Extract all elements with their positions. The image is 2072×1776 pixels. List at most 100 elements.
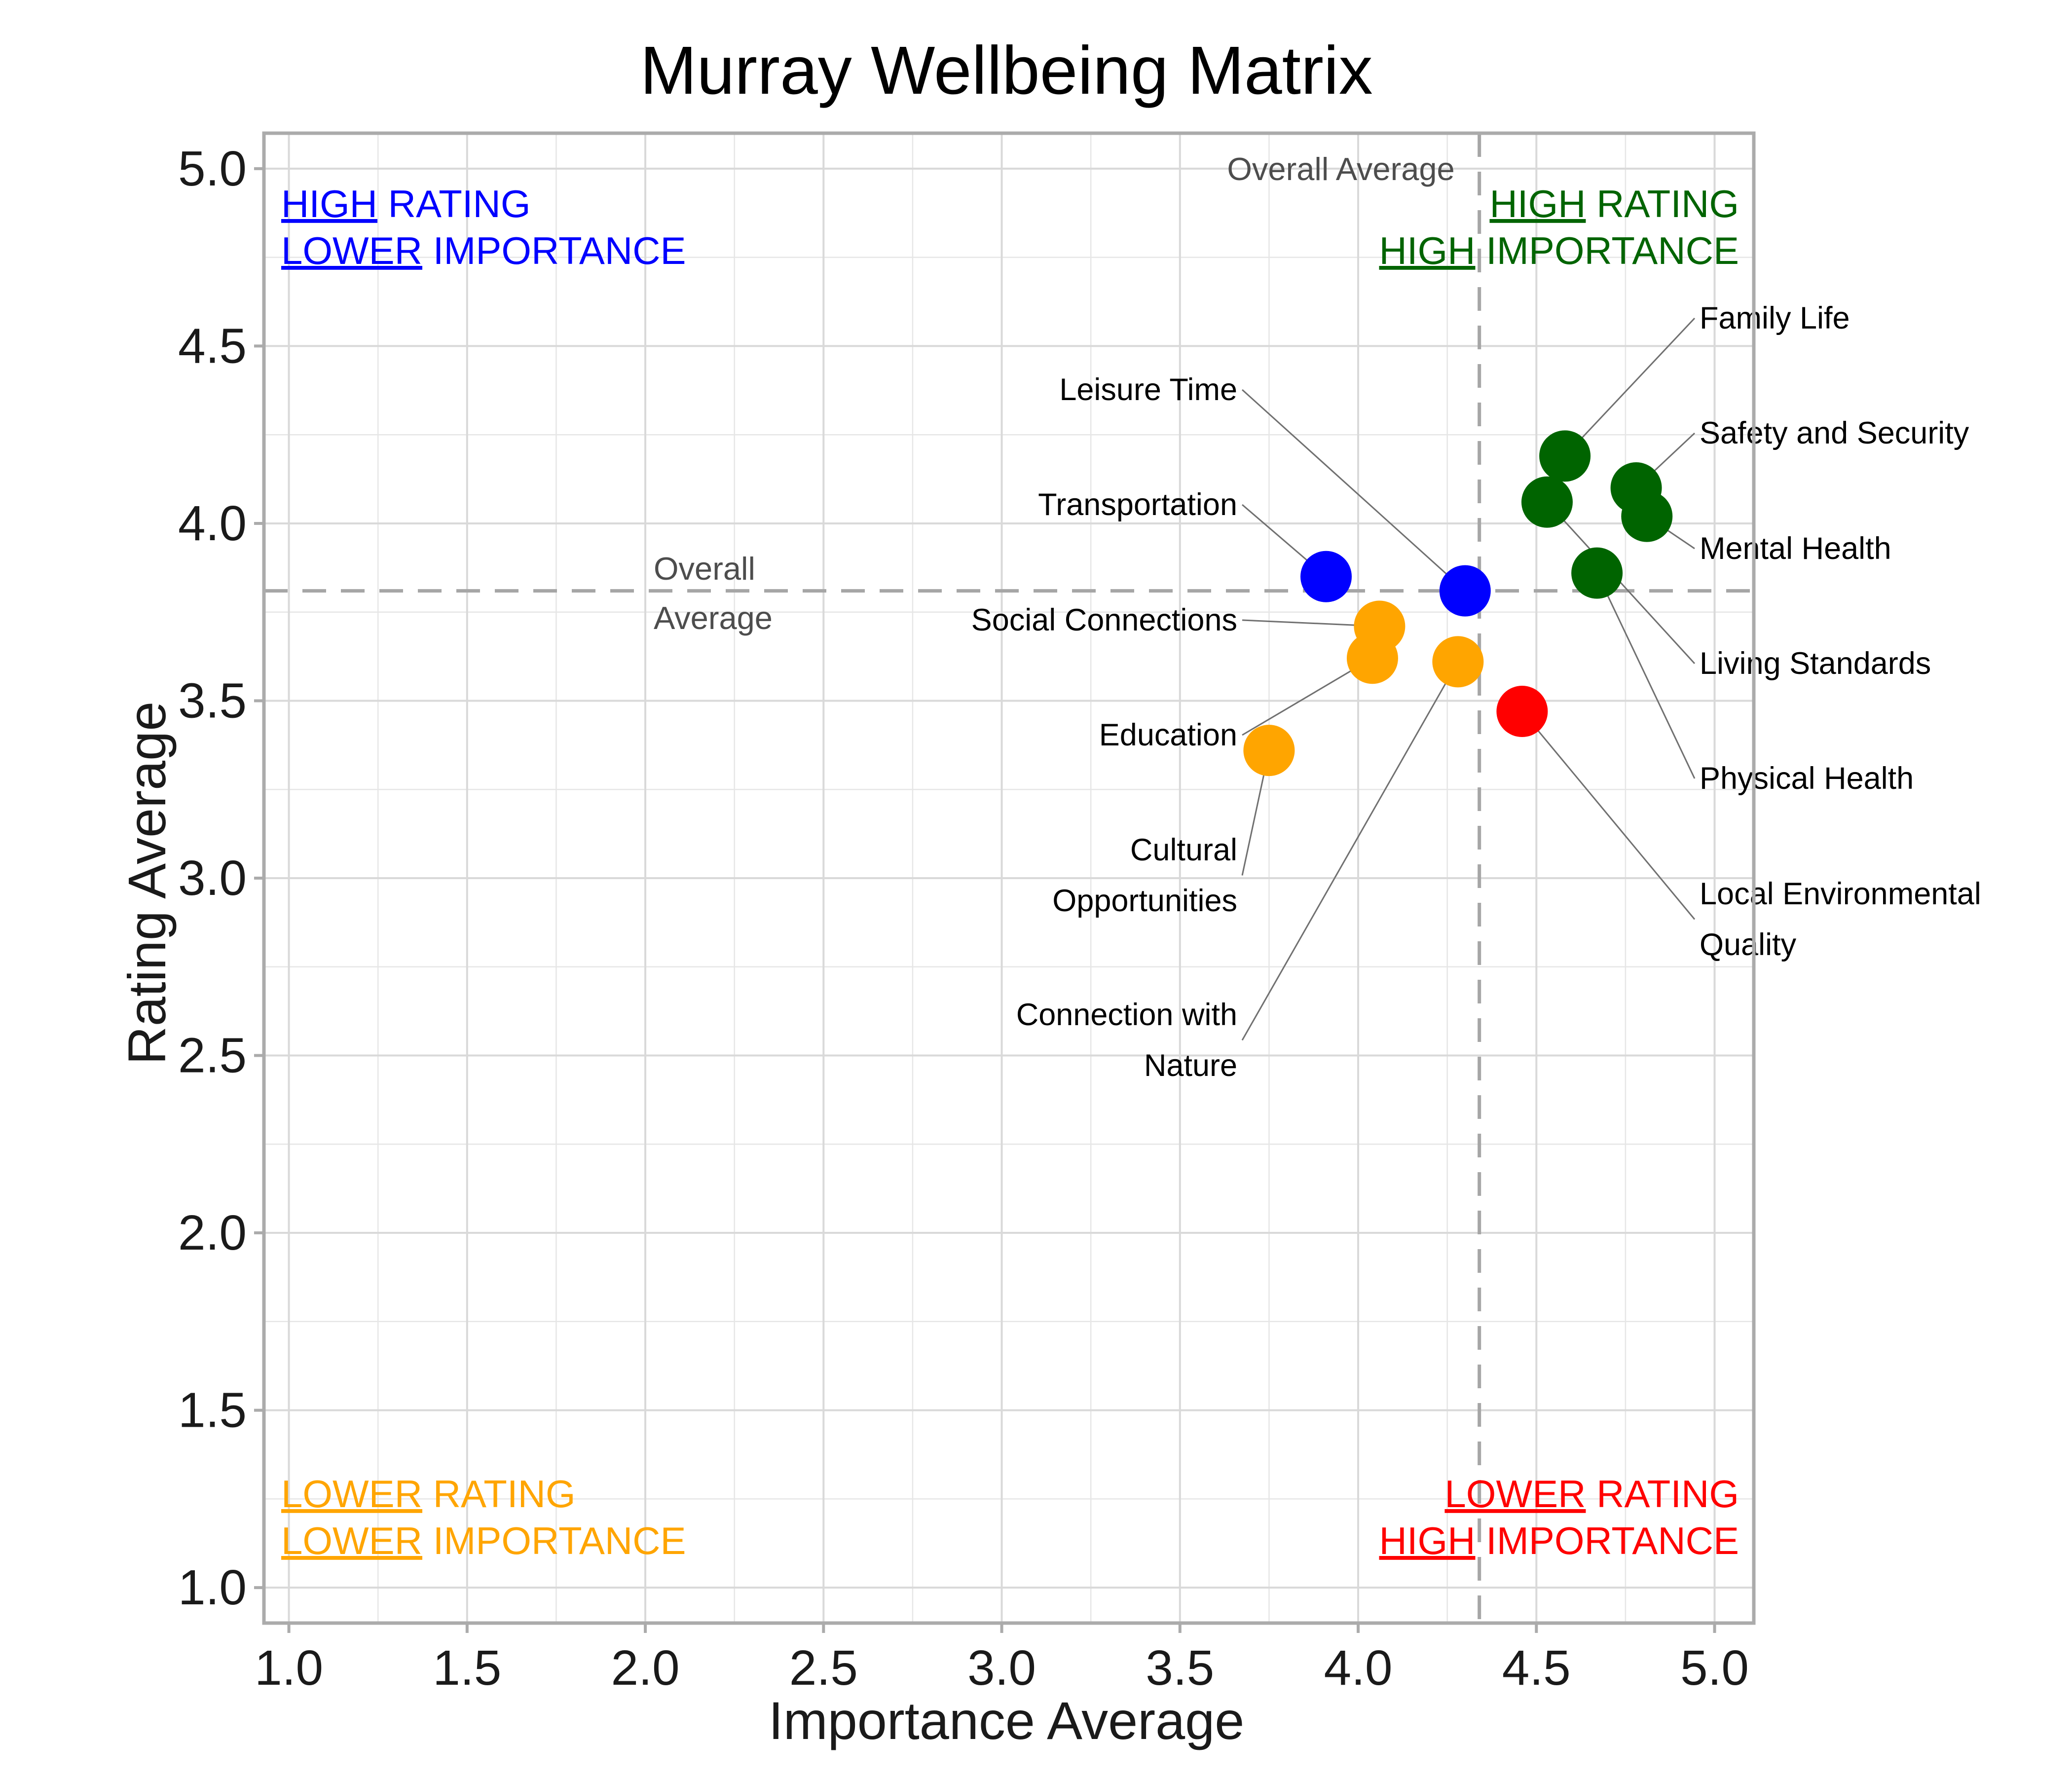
grid (264, 133, 1754, 1623)
x-tick-label: 4.0 (1324, 1640, 1393, 1696)
point-label: Social Connections (971, 603, 1237, 637)
vertical-average-label: Overall Average (1227, 151, 1454, 187)
label-leader-line (1241, 389, 1466, 592)
quadrant-emphasis-word: HIGH (1379, 229, 1476, 272)
x-tick-label: 2.5 (789, 1640, 858, 1696)
y-tick-label: 1.0 (178, 1560, 247, 1615)
point-label: Leisure Time (1059, 372, 1237, 407)
data-point (1539, 430, 1591, 482)
y-tick-label: 5.0 (178, 141, 247, 196)
point-label: Safety and Security (1700, 416, 1969, 450)
quadrant-emphasis-word: HIGH (1489, 182, 1586, 225)
quadrant-rest-text: RATING (1586, 1472, 1739, 1516)
y-tick-label: 4.5 (178, 318, 247, 373)
quadrant-emphasis-word: HIGH (1379, 1519, 1476, 1562)
data-point (1439, 565, 1491, 617)
quadrant-rest-text: RATING (377, 182, 531, 225)
point-label-line: Physical Health (1700, 761, 1914, 796)
data-point (1432, 636, 1484, 688)
label-leader-line (1564, 317, 1696, 457)
point-label-line: Education (1099, 718, 1237, 752)
quadrant-label-line: LOWER IMPORTANCE (281, 1519, 686, 1562)
horizontal-average-label: Average (654, 600, 773, 636)
point-label: Connection with Nature (1016, 998, 1237, 1083)
x-tick-label: 4.5 (1502, 1640, 1571, 1696)
quadrant-rest-text: IMPORTANCE (422, 1519, 686, 1562)
data-point (1571, 547, 1623, 599)
x-tick-label: 1.5 (433, 1640, 501, 1696)
point-label: Education (1099, 718, 1237, 752)
y-tick-label: 2.5 (178, 1028, 247, 1083)
quadrant-emphasis-word: HIGH (281, 182, 377, 225)
quadrant-label-line: HIGH IMPORTANCE (1379, 229, 1739, 272)
x-tick-label: 5.0 (1680, 1640, 1749, 1696)
point-label-line: Connection with (1016, 998, 1237, 1032)
quadrant-rest-text: IMPORTANCE (422, 229, 686, 272)
point-label-line: Family Life (1700, 301, 1850, 335)
point-label-line: Quality (1700, 927, 1797, 962)
data-points (1243, 430, 1673, 777)
x-axis-title: Importance Average (769, 1691, 1245, 1750)
average-lines: Overall Average Overall Average (264, 133, 1754, 1623)
point-labels: Family Life Safety and Security Mental Hea… (971, 301, 1981, 1083)
quadrant-label-line: HIGH RATING (281, 182, 531, 225)
quadrant-label-line: HIGH IMPORTANCE (1379, 1519, 1739, 1562)
label-leader-line (1241, 661, 1459, 1041)
x-tick-label: 1.0 (255, 1640, 323, 1696)
quadrant-emphasis-word: LOWER (281, 1519, 422, 1562)
quadrant-emphasis-word: LOWER (281, 229, 422, 272)
axes: 1.0 1.5 2.0 2.5 3.0 3.5 4.0 4.5 5.0 1.0 1.5 2.0 2.5 3… (178, 131, 1756, 1696)
quadrant-rest-text: RATING (422, 1472, 576, 1516)
label-leader-line (1596, 572, 1696, 779)
quadrant-emphasis-word: LOWER (1444, 1472, 1586, 1516)
label-leader-line (1546, 501, 1696, 665)
x-tick-label: 3.5 (1146, 1640, 1214, 1696)
y-tick-label: 3.5 (178, 673, 247, 728)
label-leader-line (1521, 711, 1696, 920)
y-tick-label: 1.5 (178, 1383, 247, 1438)
y-axis-title: Rating Average (117, 702, 177, 1065)
point-label: Living Standards (1700, 646, 1931, 681)
quadrant-label-line: LOWER RATING (1444, 1472, 1739, 1516)
point-label-line: Leisure Time (1059, 372, 1237, 407)
data-point (1346, 632, 1398, 684)
data-point (1243, 725, 1295, 777)
point-label-line: Mental Health (1700, 531, 1891, 566)
point-label: Mental Health (1700, 531, 1891, 566)
point-label-line: Social Connections (971, 603, 1237, 637)
chart-title: Murray Wellbeing Matrix (640, 33, 1372, 109)
x-tick-label: 2.0 (611, 1640, 680, 1696)
x-tick-label: 3.0 (967, 1640, 1036, 1696)
quadrant-label-line: HIGH RATING (1489, 182, 1739, 225)
point-label: Physical Health (1700, 761, 1914, 796)
point-label-line: Opportunities (1052, 884, 1237, 918)
quadrant-rest-text: RATING (1586, 182, 1739, 225)
quadrant-rest-text: IMPORTANCE (1476, 229, 1739, 272)
quadrant-rest-text: IMPORTANCE (1476, 1519, 1739, 1562)
quadrant-emphasis-word: LOWER (281, 1472, 422, 1516)
point-label: Cultural Opportunities (1052, 833, 1237, 918)
y-tick-label: 2.0 (178, 1205, 247, 1260)
data-point (1300, 551, 1352, 602)
data-point (1621, 490, 1673, 542)
point-label: Local Environmental Quality (1700, 877, 1981, 962)
quadrant-label-line: LOWER RATING (281, 1472, 576, 1516)
point-label-line: Cultural (1130, 833, 1237, 867)
point-label: Family Life (1700, 301, 1850, 335)
point-label-line: Safety and Security (1700, 416, 1969, 450)
y-tick-label: 3.0 (178, 851, 247, 906)
point-label-line: Living Standards (1700, 646, 1931, 681)
point-label-line: Nature (1144, 1048, 1237, 1083)
point-label-line: Transportation (1038, 487, 1237, 522)
horizontal-average-label: Overall (654, 551, 755, 587)
data-point (1496, 686, 1548, 738)
point-label-line: Local Environmental (1700, 877, 1981, 911)
data-point (1521, 476, 1573, 528)
point-label: Transportation (1038, 487, 1237, 522)
quadrant-label-line: LOWER IMPORTANCE (281, 229, 686, 272)
